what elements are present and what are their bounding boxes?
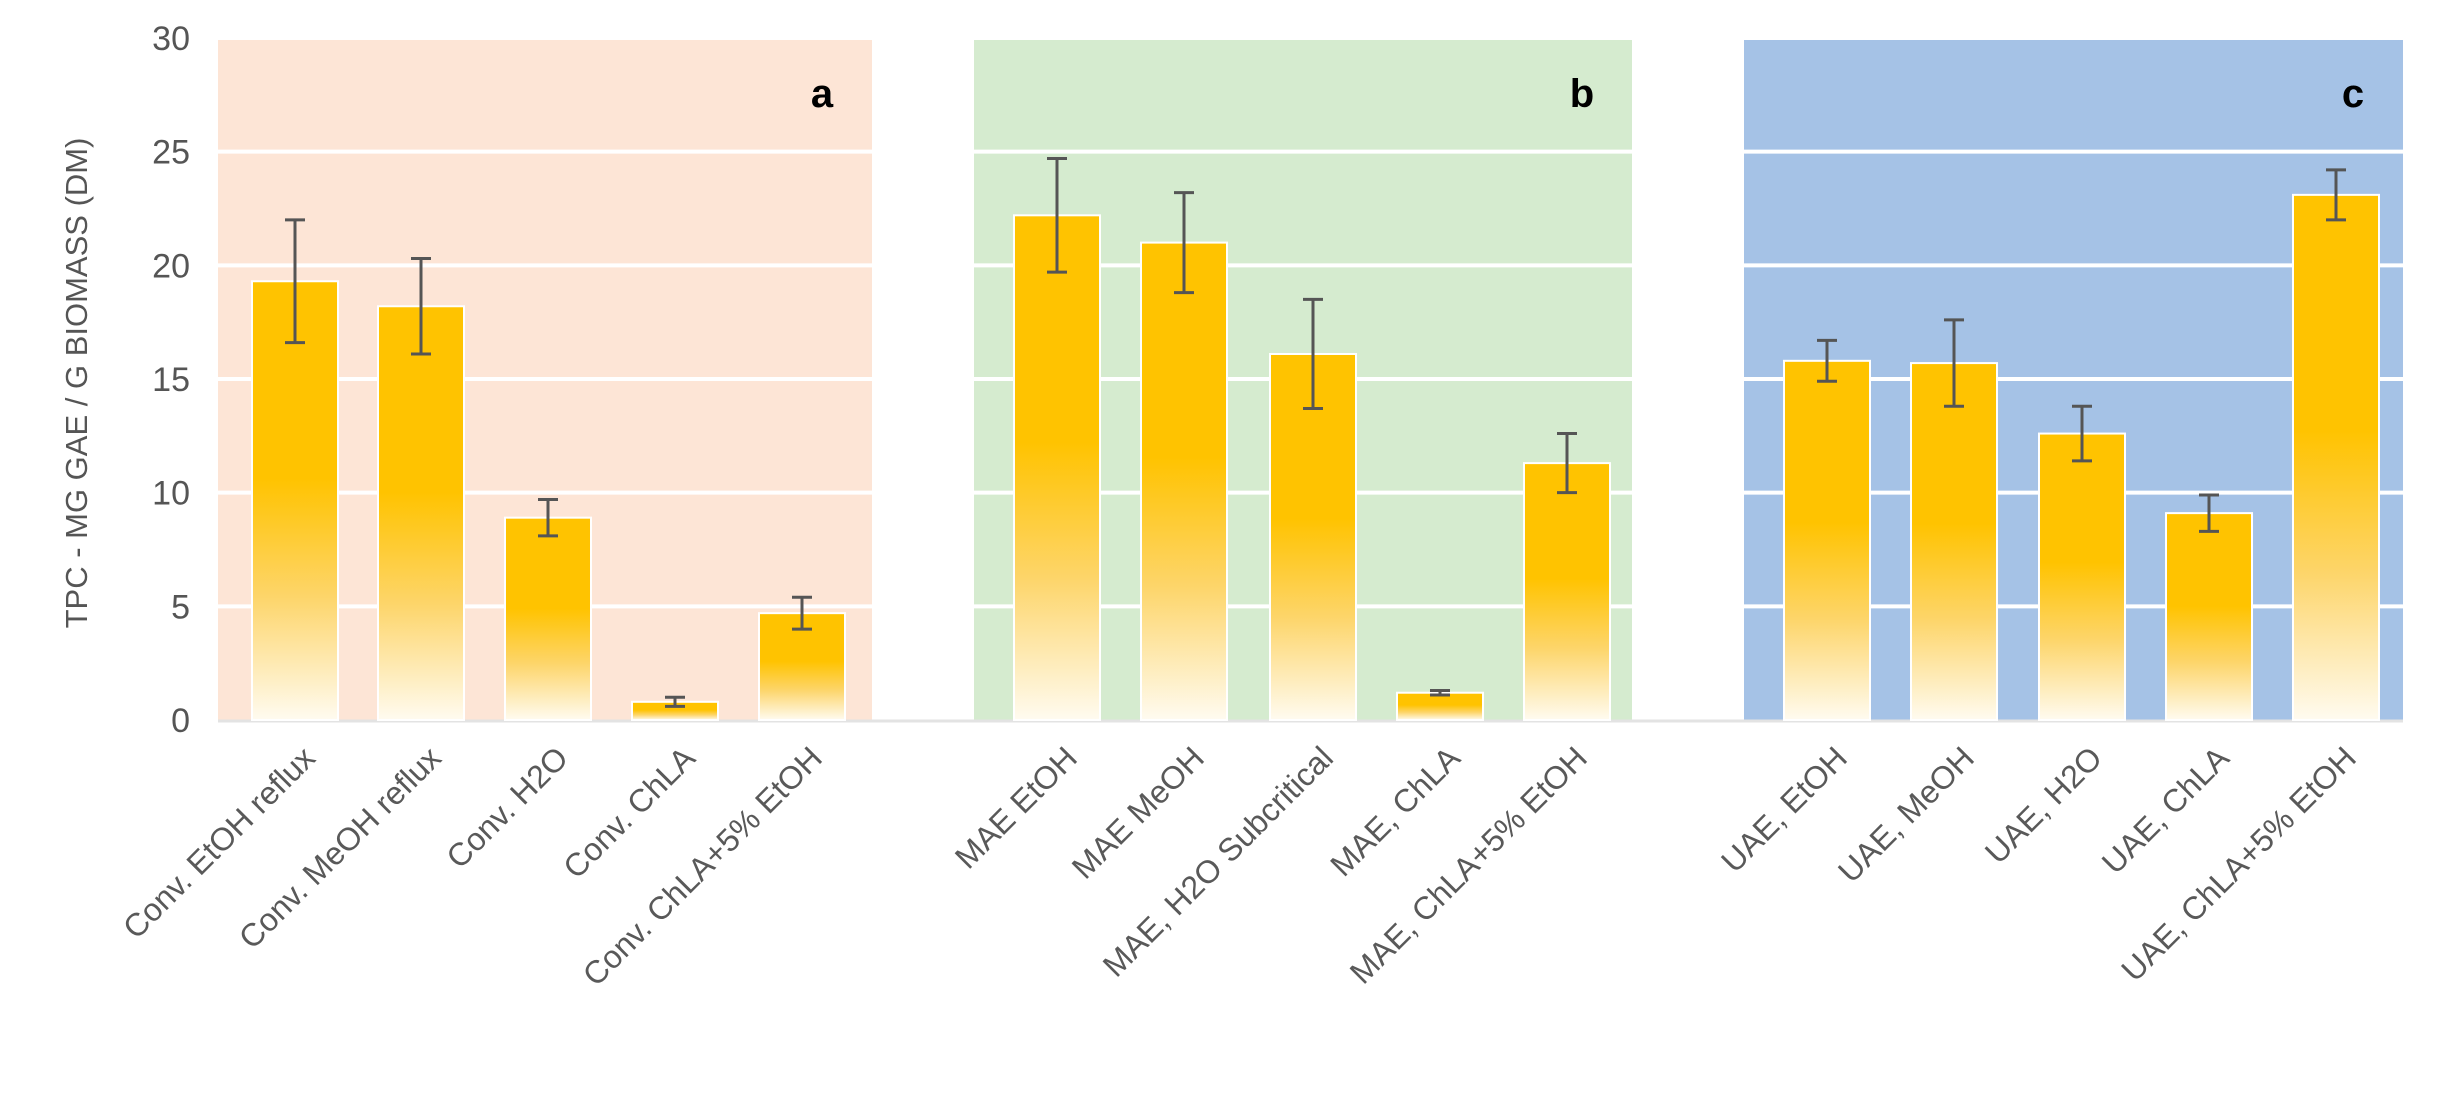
panel-letter-a: a — [811, 72, 834, 116]
x-category-label: UAE, ChLA — [2095, 739, 2237, 881]
panel-letters: a b c — [811, 72, 2364, 116]
error-bar-c-1 — [1817, 338, 1837, 383]
error-bar-b-5 — [1557, 432, 1577, 495]
error-bar-c-4 — [2199, 493, 2219, 533]
y-tick-label-30: 30 — [152, 20, 190, 58]
bar-b-1 — [1013, 214, 1101, 721]
bar-a-5 — [758, 612, 846, 721]
bars — [251, 193, 2380, 722]
bar-c-5 — [2292, 193, 2380, 722]
panel-letter-c: c — [2342, 72, 2364, 116]
bar-b-5 — [1523, 462, 1611, 721]
y-tick-label-10: 10 — [152, 475, 190, 513]
x-category-label: MAE EtOH — [948, 739, 1084, 875]
error-bar-a-1 — [285, 218, 305, 345]
y-tick-label-0: 0 — [171, 702, 190, 740]
bar-a-1 — [251, 280, 339, 721]
bar-c-3 — [2038, 432, 2126, 721]
y-axis-label: TPC - MG GAE / G BIOMASS (DM) — [59, 138, 94, 629]
bar-b-3 — [1269, 352, 1357, 721]
x-category-label: MAE, H2O Subcritical — [1096, 739, 1340, 983]
x-category-label: UAE, MeOH — [1831, 739, 1981, 889]
error-bar-b-3 — [1303, 297, 1323, 411]
error-bar-b-4 — [1430, 688, 1450, 697]
error-bar-c-5 — [2326, 168, 2346, 222]
error-bar-a-3 — [538, 497, 558, 538]
x-category-label: UAE, H2O — [1978, 739, 2109, 870]
y-tick-label-15: 15 — [152, 361, 190, 399]
x-category-label: UAE, EtOH — [1714, 739, 1854, 879]
bar-b-2 — [1140, 241, 1228, 721]
bar-a-3 — [504, 516, 592, 721]
error-bar-a-4 — [665, 695, 685, 708]
error-bar-c-2 — [1944, 318, 1964, 408]
error-bar-a-5 — [792, 595, 812, 631]
x-category-label: Conv. H2O — [439, 739, 575, 875]
bar-c-4 — [2165, 512, 2253, 721]
error-bar-b-2 — [1174, 191, 1194, 295]
error-bar-b-1 — [1047, 156, 1067, 274]
error-bar-a-2 — [411, 257, 431, 356]
x-category-label: Conv. ChLA+5% EtOH — [576, 739, 829, 992]
bar-b-4 — [1396, 691, 1484, 721]
y-axis-ticks: 0 5 10 15 20 25 30 — [152, 20, 190, 740]
x-category-label: UAE, ChLA+5% EtOH — [2114, 739, 2363, 988]
bar-c-1 — [1783, 359, 1871, 721]
panel-letter-b: b — [1570, 72, 1594, 116]
bar-a-2 — [377, 305, 465, 721]
y-tick-label-25: 25 — [152, 134, 190, 172]
error-bar-c-3 — [2072, 404, 2092, 463]
x-category-label: MAE, ChLA+5% EtOH — [1343, 739, 1594, 990]
bar-c-2 — [1910, 362, 1998, 721]
y-tick-label-20: 20 — [152, 247, 190, 285]
y-tick-label-5: 5 — [171, 588, 190, 626]
error-bars — [285, 156, 2346, 708]
